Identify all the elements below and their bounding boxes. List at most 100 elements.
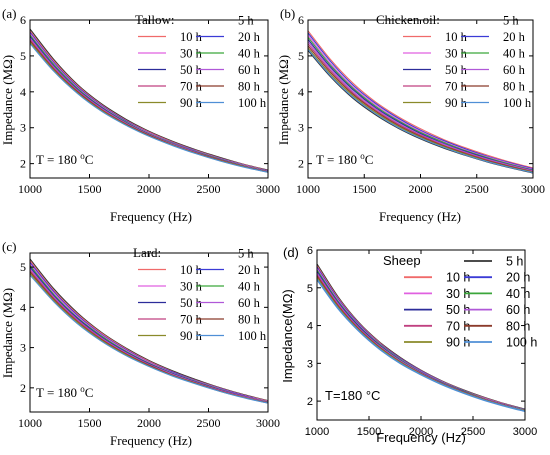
series-line-5h — [29, 28, 269, 171]
series-line-100h — [307, 49, 534, 174]
legend-title: Chicken oil: — [376, 12, 440, 27]
x-tick-label: 1500 — [357, 426, 381, 438]
legend-label: 5 h — [238, 247, 254, 261]
y-tick-label: 2 — [20, 381, 26, 395]
legend-label: 90 h — [180, 96, 203, 110]
chart-panel-d: 1000 1500 2000 2500 3000 2 3 4 5 6 Frequency (Hz) I… — [280, 245, 537, 445]
x-tick-label: 1500 — [78, 416, 102, 430]
legend-label: 30 h — [445, 47, 468, 61]
series-line-30h — [29, 263, 269, 403]
series-line-60h — [307, 41, 534, 172]
annotation-degree: o — [360, 151, 365, 161]
x-tick-label: 1000 — [18, 182, 42, 196]
temperature-annotation: T = 180 oC — [316, 151, 373, 167]
series-line-80h — [307, 45, 534, 173]
legend-label: 20 h — [238, 263, 261, 277]
series-line-100h — [29, 274, 269, 404]
series-line-50h — [307, 39, 534, 172]
x-tick-label: 3000 — [256, 182, 280, 196]
legend-label: 5 h — [506, 255, 523, 269]
x-tick-label: 1500 — [352, 182, 376, 196]
legend-label: 5 h — [503, 14, 519, 28]
y-axis-label: Impedance (MΩ) — [0, 288, 15, 378]
x-tick-label: 2000 — [137, 182, 161, 196]
chart-panel-c: 1000 1500 2000 2500 3000 2 3 4 5 Frequency (Hz) Im… — [0, 239, 280, 448]
y-tick-label: 2 — [298, 157, 304, 171]
y-tick-label: 4 — [20, 300, 26, 314]
series-line-30h — [307, 34, 534, 170]
legend-label: 60 h — [503, 63, 526, 77]
x-axis-label: Frequency (Hz) — [110, 433, 192, 448]
legend-label: 40 h — [503, 47, 526, 61]
legend-label: 20 h — [238, 30, 261, 44]
series-line-40h — [29, 34, 269, 172]
legend-label: 20 h — [503, 30, 526, 44]
annotation-unit: C — [85, 385, 94, 400]
y-tick-label: 3 — [20, 341, 26, 355]
series-line-5h — [29, 258, 269, 402]
legend-label: 40 h — [238, 280, 261, 294]
annotation-degree: o — [80, 384, 85, 394]
legend-label: 40 h — [506, 287, 530, 301]
legend-label: 80 h — [238, 313, 261, 327]
legend-title: Sheep — [383, 253, 421, 268]
x-tick-label: 2500 — [465, 182, 489, 196]
legend-title: Lard: — [133, 245, 161, 260]
annotation-text: T=180 °C — [325, 388, 380, 403]
y-tick-label: 6 — [298, 13, 304, 27]
annotation-text: T = 180 — [316, 152, 360, 167]
x-tick-label: 3000 — [521, 182, 545, 196]
legend-label: 80 h — [503, 80, 526, 94]
legend-title: Tallow: — [135, 12, 175, 27]
legend-label: 10 h — [180, 30, 203, 44]
y-tick-label: 3 — [298, 121, 304, 135]
x-tick-label: 3000 — [513, 426, 537, 438]
panel-label: (a) — [2, 6, 16, 21]
series-line-40h — [307, 36, 534, 171]
series-line-10h — [307, 30, 534, 169]
legend-label: 50 h — [446, 303, 470, 317]
annotation-text: T = 180 — [36, 152, 80, 167]
legend-label: 80 h — [238, 80, 261, 94]
y-tick-label: 4 — [20, 85, 26, 99]
series-line-90h — [29, 273, 269, 404]
x-tick-label: 2000 — [409, 182, 433, 196]
x-tick-label: 1000 — [296, 182, 320, 196]
y-tick-label: 5 — [307, 283, 313, 295]
x-axis-label: Frequency (Hz) — [376, 430, 466, 445]
y-tick-label: 5 — [20, 260, 26, 274]
legend-label: 10 h — [446, 271, 470, 285]
legend-label: 50 h — [180, 296, 203, 310]
legend-label: 5 h — [238, 14, 254, 28]
y-axis-label: Impedance(MΩ) — [280, 289, 295, 383]
legend-label: 90 h — [446, 336, 470, 350]
legend: Chicken oil: 5 h 10 h 20 h 30 h 40 h 50 h 60 h 7… — [376, 12, 532, 110]
legend-label: 10 h — [445, 30, 468, 44]
legend-label: 40 h — [238, 47, 261, 61]
annotation-degree: o — [80, 151, 85, 161]
series-line-10h — [29, 30, 269, 172]
chart-panel-b: 1000 1500 2000 2500 3000 2 3 4 5 6 Frequency (Hz) I… — [276, 6, 545, 224]
panel-label: (d) — [283, 245, 299, 260]
chart-panel-a: 1000 1500 2000 2500 3000 2 3 4 5 6 Frequency (Hz) I… — [0, 6, 280, 224]
legend-label: 20 h — [506, 271, 530, 285]
legend-label: 50 h — [445, 63, 468, 77]
y-tick-label: 3 — [307, 358, 313, 370]
legend-label: 70 h — [180, 313, 203, 327]
y-tick-label: 3 — [20, 121, 26, 135]
series-line-70h — [29, 269, 269, 404]
series-line-100h — [316, 279, 526, 413]
y-tick-label: 4 — [307, 321, 313, 333]
series-line-100h — [29, 43, 269, 173]
x-tick-label: 1000 — [305, 426, 329, 438]
temperature-annotation: T = 180 oC — [36, 384, 93, 400]
legend-label: 70 h — [446, 319, 470, 333]
legend-label: 70 h — [180, 80, 203, 94]
legend-label: 10 h — [180, 263, 203, 277]
legend-label: 70 h — [445, 80, 468, 94]
annotation-unit: C — [365, 152, 374, 167]
legend-label: 90 h — [445, 96, 468, 110]
annotation-unit: C — [85, 152, 94, 167]
temperature-annotation: T = 180 oC — [36, 151, 93, 167]
legend-label: 80 h — [506, 319, 530, 333]
